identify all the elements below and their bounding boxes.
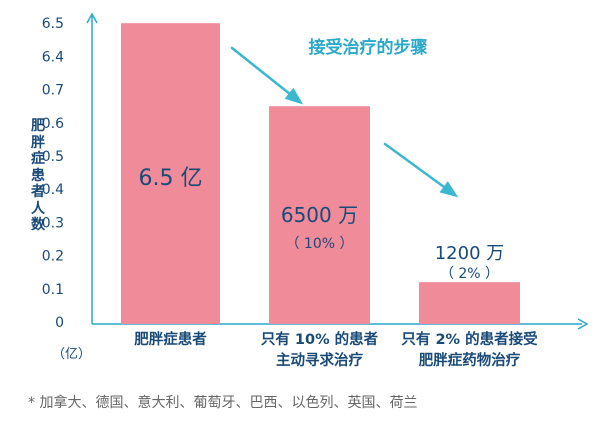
bar (269, 106, 370, 324)
y-axis-arrowhead (86, 12, 98, 24)
footnote: * 加拿大、德国、意大利、葡萄牙、巴西、以色列、英国、荷兰 (28, 395, 418, 411)
y-tick-label: 0.2 (42, 249, 64, 265)
y-tick-label: 6.4 (42, 49, 64, 65)
annotation-label: 接受治疗的步骤 (309, 37, 428, 58)
data-label: 6.5 亿 (139, 166, 203, 191)
y-tick-label: 6.5 (42, 16, 64, 32)
y-tick-label: 0.3 (42, 215, 64, 231)
y-axis-unit: （亿） (52, 347, 92, 362)
data-label: （ 10% ） (285, 236, 353, 252)
category-label: 主动寻求治疗 (276, 351, 363, 369)
y-tick-label: 0.4 (42, 182, 64, 198)
y-axis-label: 肥胖症患者人数 (31, 118, 45, 233)
step-arrow-head (439, 181, 459, 198)
category-label: 肥胖症患者 (134, 330, 207, 348)
step-arrow-line (230, 46, 302, 104)
y-tick-label: 0.5 (42, 149, 64, 165)
y-tick-label: 0.7 (42, 83, 64, 99)
x-axis-arrowhead (577, 318, 589, 330)
data-label: 1200 万 (435, 243, 505, 264)
data-label: 6500 万 (281, 203, 358, 227)
bar (121, 23, 220, 324)
y-tick-label: 0 (55, 315, 64, 331)
category-label: 只有 2% 的患者接受 (401, 330, 538, 348)
step-arrow-head (284, 87, 304, 105)
category-label: 只有 10% 的患者 (261, 330, 378, 348)
step-arrow-line (383, 142, 457, 197)
y-tick-label: 0.6 (42, 116, 64, 132)
category-label: 肥胖症药物治疗 (419, 351, 521, 369)
y-tick-label: 0.1 (42, 282, 64, 298)
bar (419, 282, 520, 324)
data-label: （ 2% ） (440, 266, 499, 282)
